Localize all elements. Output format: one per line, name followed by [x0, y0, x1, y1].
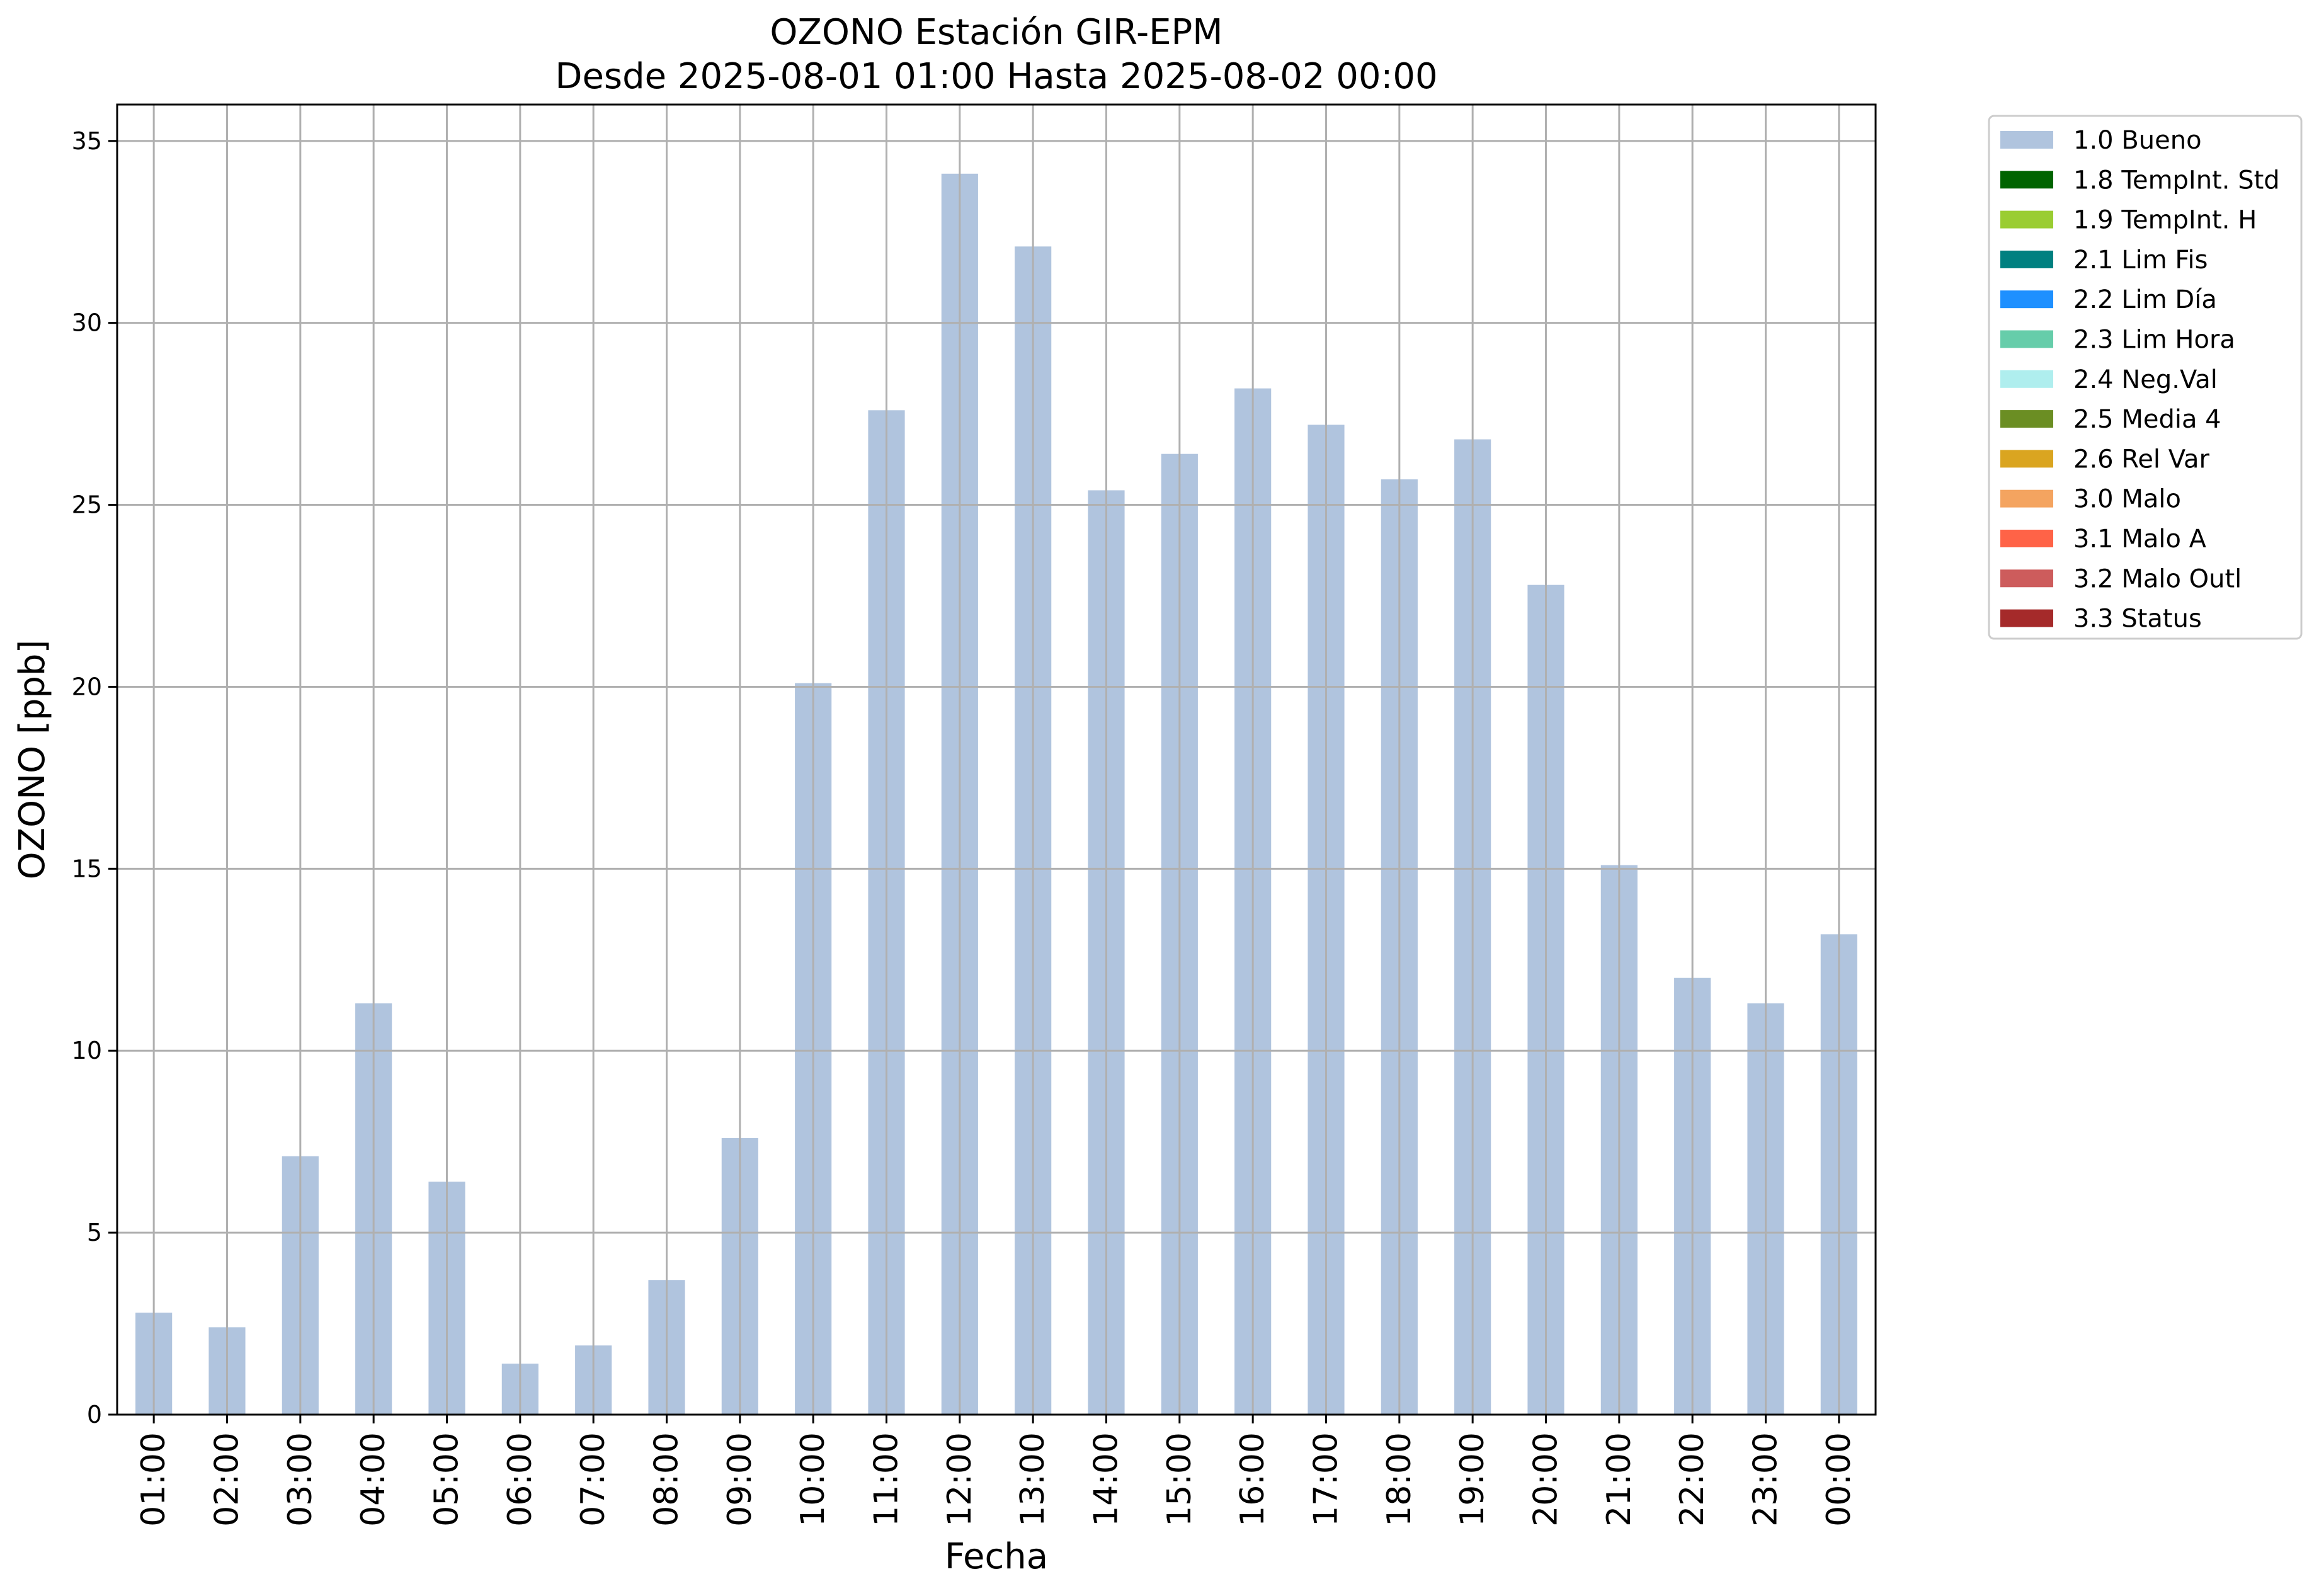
legend-swatch	[2000, 609, 2053, 627]
y-tick-label: 30	[72, 309, 102, 337]
x-tick-label: 23:00	[1747, 1432, 1785, 1527]
x-tick-label: 09:00	[721, 1432, 759, 1527]
y-tick-label: 5	[87, 1219, 102, 1246]
bars	[135, 173, 1857, 1415]
legend-frame	[1988, 115, 2303, 640]
legend-swatch	[2000, 290, 2053, 309]
x-tick-label: 19:00	[1454, 1432, 1491, 1527]
y-tick-label: 10	[72, 1037, 102, 1064]
legend-swatch	[2000, 171, 2053, 189]
x-tick-label: 03:00	[282, 1432, 319, 1527]
plot-frame	[116, 103, 1877, 1416]
x-tick-label: 15:00	[1161, 1432, 1199, 1527]
x-tick-label: 13:00	[1014, 1432, 1052, 1527]
x-tick-label: 20:00	[1527, 1432, 1565, 1527]
legend-swatch	[2000, 450, 2053, 468]
legend-swatch	[2000, 370, 2053, 388]
legend-swatch	[2000, 530, 2053, 547]
legend-swatch	[2000, 131, 2053, 149]
y-tick-label: 15	[72, 855, 102, 882]
legend-swatch	[2000, 330, 2053, 348]
legend-label: 2.2 Lim Día	[2073, 285, 2217, 314]
legend-label: 1.0 Bueno	[2073, 126, 2202, 155]
legend-swatch	[2000, 410, 2053, 428]
legend-swatch	[2000, 250, 2053, 268]
legend-label: 3.0 Malo	[2073, 485, 2181, 514]
legend-label: 3.3 Status	[2073, 605, 2202, 634]
x-tick-label: 16:00	[1234, 1432, 1272, 1527]
y-axis: 0 5 10 15 20 25 30 35	[72, 127, 117, 1428]
x-tick-label: 02:00	[208, 1432, 246, 1527]
x-tick-label: 05:00	[428, 1432, 466, 1527]
x-tick-label: 14:00	[1088, 1432, 1125, 1527]
y-tick-label: 0	[87, 1401, 102, 1428]
x-tick-label: 17:00	[1308, 1432, 1345, 1527]
x-axis-label: Fecha	[945, 1536, 1048, 1577]
x-tick-label: 04:00	[355, 1432, 392, 1527]
x-tick-label: 22:00	[1673, 1432, 1711, 1527]
chart-title: OZONO Estación GIR-EPM	[770, 12, 1222, 53]
chart-subtitle: Desde 2025-08-01 01:00 Hasta 2025-08-02 …	[555, 56, 1437, 97]
x-tick-label: 08:00	[648, 1432, 686, 1527]
legend-swatch	[2000, 489, 2053, 508]
y-axis-label: OZONO [ppb]	[12, 640, 53, 880]
legend-label: 2.6 Rel Var	[2073, 445, 2210, 474]
x-tick-label: 01:00	[135, 1432, 173, 1527]
y-tick-label: 20	[72, 673, 102, 700]
x-axis: 01:00 02:00 03:00 04:00 05:00 06:00 07:00 08:00…	[135, 1415, 1858, 1527]
legend-label: 2.1 Lim Fis	[2073, 246, 2208, 275]
legend-swatch	[2000, 210, 2053, 229]
x-tick-label: 11:00	[868, 1432, 906, 1527]
legend: 1.0 Bueno 1.8 TempInt. Std 1.9 TempInt. H 2…	[1988, 115, 2303, 640]
x-tick-label: 06:00	[501, 1432, 539, 1527]
legend-label: 3.1 Malo A	[2073, 525, 2207, 554]
legend-swatch	[2000, 569, 2053, 588]
x-tick-label: 18:00	[1381, 1432, 1418, 1527]
legend-label: 3.2 Malo Outl	[2073, 564, 2242, 593]
y-tick-label: 35	[72, 127, 102, 155]
x-tick-label: 07:00	[574, 1432, 612, 1527]
x-tick-label: 00:00	[1820, 1432, 1858, 1527]
x-tick-label: 21:00	[1600, 1432, 1638, 1527]
legend-label: 2.3 Lim Hora	[2073, 326, 2235, 355]
x-tick-label: 10:00	[794, 1432, 832, 1527]
legend-label: 2.4 Neg.Val	[2073, 365, 2218, 394]
y-tick-label: 25	[72, 491, 102, 519]
legend-label: 1.8 TempInt. Std	[2073, 166, 2280, 195]
legend-label: 2.5 Media 4	[2073, 405, 2221, 434]
x-tick-label: 12:00	[941, 1432, 979, 1527]
legend-label: 1.9 TempInt. H	[2073, 206, 2257, 235]
